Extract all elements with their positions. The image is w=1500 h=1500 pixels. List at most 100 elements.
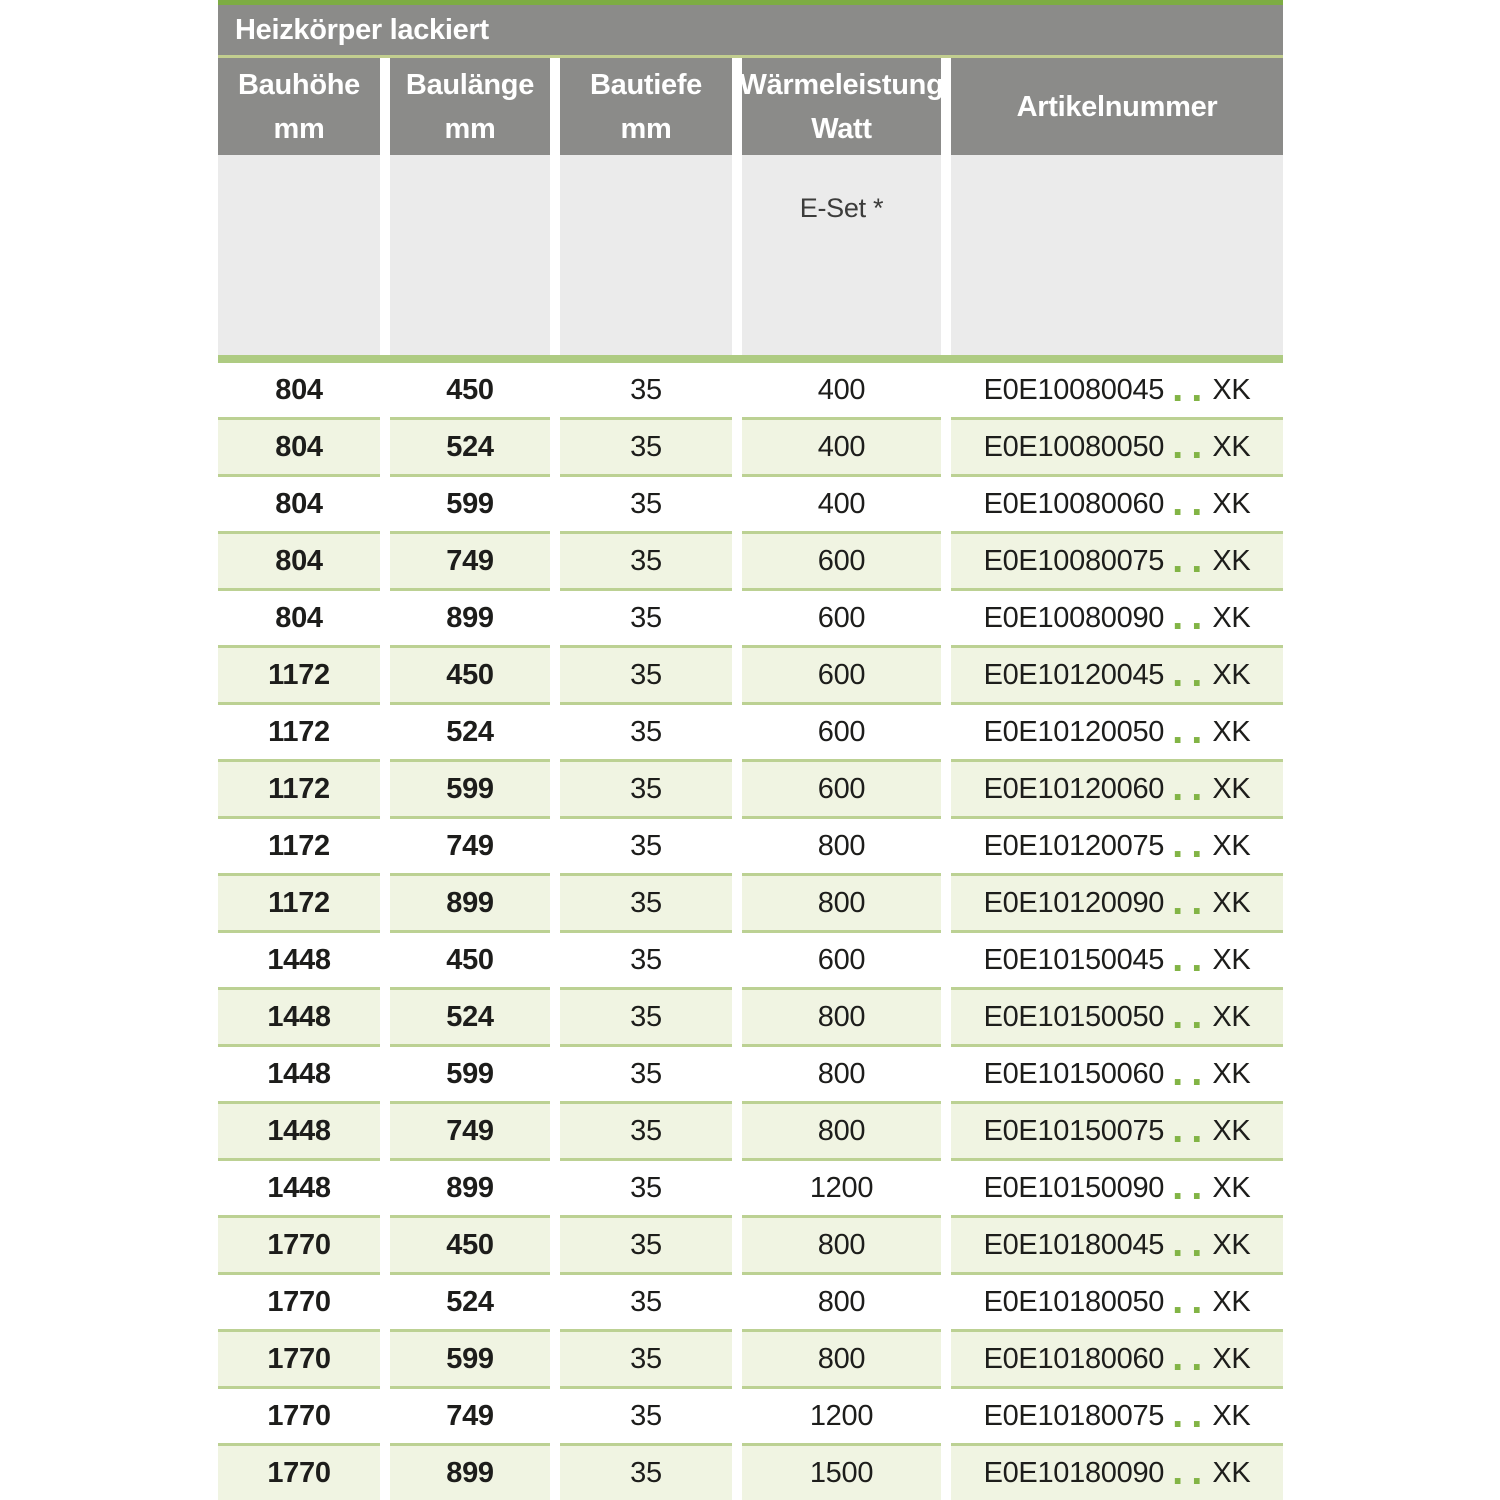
artikel-prefix: E0E10080060 bbox=[983, 487, 1165, 520]
artikel-suffix: XK bbox=[1212, 886, 1251, 919]
cell-baulaenge: 599 bbox=[390, 762, 550, 819]
subheader-cell-waermeleistung: E-Set * bbox=[742, 155, 941, 355]
artikel-suffix: XK bbox=[1212, 1000, 1251, 1033]
cell-bauhoehe: 1770 bbox=[218, 1275, 380, 1332]
cell-baulaenge: 599 bbox=[390, 1047, 550, 1104]
artikel-prefix: E0E10080090 bbox=[983, 601, 1165, 634]
cell-bautiefe: 35 bbox=[560, 648, 732, 705]
subheader-cell-bauhoehe bbox=[218, 155, 380, 355]
table-row: 1770 524 35 800 E0E10180050 .. XK bbox=[218, 1275, 1283, 1332]
artikel-prefix: E0E10180060 bbox=[983, 1342, 1165, 1375]
cell-artikelnummer: E0E10080090 .. XK bbox=[951, 591, 1283, 648]
cell-waermeleistung: 800 bbox=[742, 1104, 941, 1161]
cell-bautiefe: 35 bbox=[560, 876, 732, 933]
title-separator-line bbox=[218, 55, 1283, 58]
table-row: 1172 450 35 600 E0E10120045 .. XK bbox=[218, 648, 1283, 705]
cell-bauhoehe: 804 bbox=[218, 591, 380, 648]
table-row: 804 450 35 400 E0E10080045 .. XK bbox=[218, 363, 1283, 420]
artikel-prefix: E0E10180075 bbox=[983, 1399, 1165, 1432]
subheader-row: E-Set * bbox=[218, 155, 1283, 355]
table-row: 1448 899 35 1200 E0E10150090 .. XK bbox=[218, 1161, 1283, 1218]
cell-baulaenge: 899 bbox=[390, 591, 550, 648]
cell-waermeleistung: 600 bbox=[742, 591, 941, 648]
cell-baulaenge: 450 bbox=[390, 648, 550, 705]
cell-bautiefe: 35 bbox=[560, 420, 732, 477]
artikel-prefix: E0E10080050 bbox=[983, 430, 1165, 463]
column-header-baulaenge: Baulänge mm bbox=[390, 58, 550, 155]
artikel-suffix: XK bbox=[1212, 1057, 1251, 1090]
cell-bauhoehe: 1172 bbox=[218, 876, 380, 933]
cell-bautiefe: 35 bbox=[560, 1275, 732, 1332]
cell-baulaenge: 899 bbox=[390, 876, 550, 933]
table-row: 1770 450 35 800 E0E10180045 .. XK bbox=[218, 1218, 1283, 1275]
cell-artikelnummer: E0E10120060 .. XK bbox=[951, 762, 1283, 819]
artikel-suffix: XK bbox=[1212, 1342, 1251, 1375]
artikel-prefix: E0E10120045 bbox=[983, 658, 1165, 691]
eset-label: E-Set * bbox=[799, 193, 884, 223]
artikel-suffix: XK bbox=[1212, 1171, 1251, 1204]
cell-bautiefe: 35 bbox=[560, 762, 732, 819]
column-header-unit: mm bbox=[273, 112, 325, 145]
cell-bautiefe: 35 bbox=[560, 1104, 732, 1161]
artikel-suffix: XK bbox=[1212, 715, 1251, 748]
table-row: 804 899 35 600 E0E10080090 .. XK bbox=[218, 591, 1283, 648]
cell-bautiefe: 35 bbox=[560, 1332, 732, 1389]
subheader-cell-bautiefe bbox=[560, 155, 732, 355]
cell-bautiefe: 35 bbox=[560, 1161, 732, 1218]
cell-waermeleistung: 800 bbox=[742, 1047, 941, 1104]
table-row: 1770 749 35 1200 E0E10180075 .. XK bbox=[218, 1389, 1283, 1446]
cell-bautiefe: 35 bbox=[560, 363, 732, 420]
table-row: 1770 899 35 1500 E0E10180090 .. XK bbox=[218, 1446, 1283, 1500]
column-header-label: Artikelnummer bbox=[1016, 90, 1218, 123]
artikel-prefix: E0E10120060 bbox=[983, 772, 1165, 805]
cell-waermeleistung: 600 bbox=[742, 648, 941, 705]
artikel-suffix: XK bbox=[1212, 430, 1251, 463]
cell-artikelnummer: E0E10150090 .. XK bbox=[951, 1161, 1283, 1218]
cell-bauhoehe: 1448 bbox=[218, 1047, 380, 1104]
column-header-waermeleistung: Wärmeleistung Watt bbox=[740, 58, 944, 155]
artikel-suffix: XK bbox=[1212, 658, 1251, 691]
artikel-suffix: XK bbox=[1212, 943, 1251, 976]
cell-bauhoehe: 1172 bbox=[218, 705, 380, 762]
artikel-suffix: XK bbox=[1212, 544, 1251, 577]
cell-waermeleistung: 600 bbox=[742, 534, 941, 591]
cell-bauhoehe: 804 bbox=[218, 420, 380, 477]
cell-bautiefe: 35 bbox=[560, 1047, 732, 1104]
cell-waermeleistung: 600 bbox=[742, 705, 941, 762]
cell-bauhoehe: 1172 bbox=[218, 762, 380, 819]
cell-waermeleistung: 1200 bbox=[742, 1389, 941, 1446]
cell-bautiefe: 35 bbox=[560, 990, 732, 1047]
table-row: 804 524 35 400 E0E10080050 .. XK bbox=[218, 420, 1283, 477]
artikel-suffix: XK bbox=[1212, 1285, 1251, 1318]
artikel-suffix: XK bbox=[1212, 772, 1251, 805]
cell-artikelnummer: E0E10150060 .. XK bbox=[951, 1047, 1283, 1104]
cell-baulaenge: 599 bbox=[390, 477, 550, 534]
cell-waermeleistung: 400 bbox=[742, 477, 941, 534]
artikel-suffix: XK bbox=[1212, 1456, 1251, 1489]
cell-artikelnummer: E0E10180045 .. XK bbox=[951, 1218, 1283, 1275]
cell-bautiefe: 35 bbox=[560, 819, 732, 876]
column-header-label: Bauhöhe bbox=[238, 68, 360, 101]
cell-baulaenge: 450 bbox=[390, 1218, 550, 1275]
artikel-prefix: E0E10150075 bbox=[983, 1114, 1165, 1147]
cell-bauhoehe: 1448 bbox=[218, 933, 380, 990]
artikel-prefix: E0E10180090 bbox=[983, 1456, 1165, 1489]
artikel-prefix: E0E10180050 bbox=[983, 1285, 1165, 1318]
cell-waermeleistung: 800 bbox=[742, 1332, 941, 1389]
table-body: 804 450 35 400 E0E10080045 .. XK 804 524… bbox=[218, 363, 1283, 1500]
cell-artikelnummer: E0E10120090 .. XK bbox=[951, 876, 1283, 933]
column-header-unit: mm bbox=[620, 112, 672, 145]
cell-bautiefe: 35 bbox=[560, 477, 732, 534]
subheader-cell-artikelnummer bbox=[951, 155, 1283, 355]
cell-bautiefe: 35 bbox=[560, 933, 732, 990]
column-header-artikelnummer: Artikelnummer bbox=[951, 58, 1283, 155]
cell-baulaenge: 899 bbox=[390, 1161, 550, 1218]
cell-artikelnummer: E0E10180050 .. XK bbox=[951, 1275, 1283, 1332]
cell-waermeleistung: 800 bbox=[742, 1218, 941, 1275]
artikel-prefix: E0E10150090 bbox=[983, 1171, 1165, 1204]
cell-waermeleistung: 1200 bbox=[742, 1161, 941, 1218]
table-row: 1172 599 35 600 E0E10120060 .. XK bbox=[218, 762, 1283, 819]
cell-artikelnummer: E0E10120075 .. XK bbox=[951, 819, 1283, 876]
cell-waermeleistung: 800 bbox=[742, 990, 941, 1047]
